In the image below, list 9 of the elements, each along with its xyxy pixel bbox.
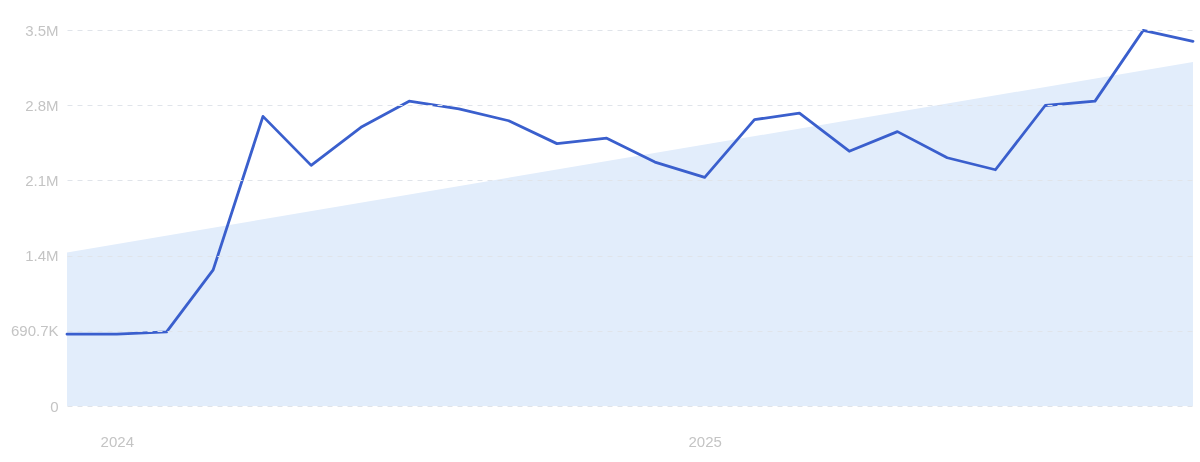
x-tick-label: 2025	[688, 432, 722, 450]
y-tick-label: 690.7K	[10, 322, 59, 340]
x-tick-label: 2024	[100, 432, 134, 450]
y-tick-label: 2.1M	[25, 171, 59, 189]
y-tick-label: 2.8M	[25, 96, 59, 114]
line-series	[65, 28, 1195, 336]
y-tick-label: 0	[50, 397, 59, 415]
y-tick-label: 1.4M	[25, 247, 59, 265]
y-tick-label: 3.5M	[25, 21, 59, 39]
